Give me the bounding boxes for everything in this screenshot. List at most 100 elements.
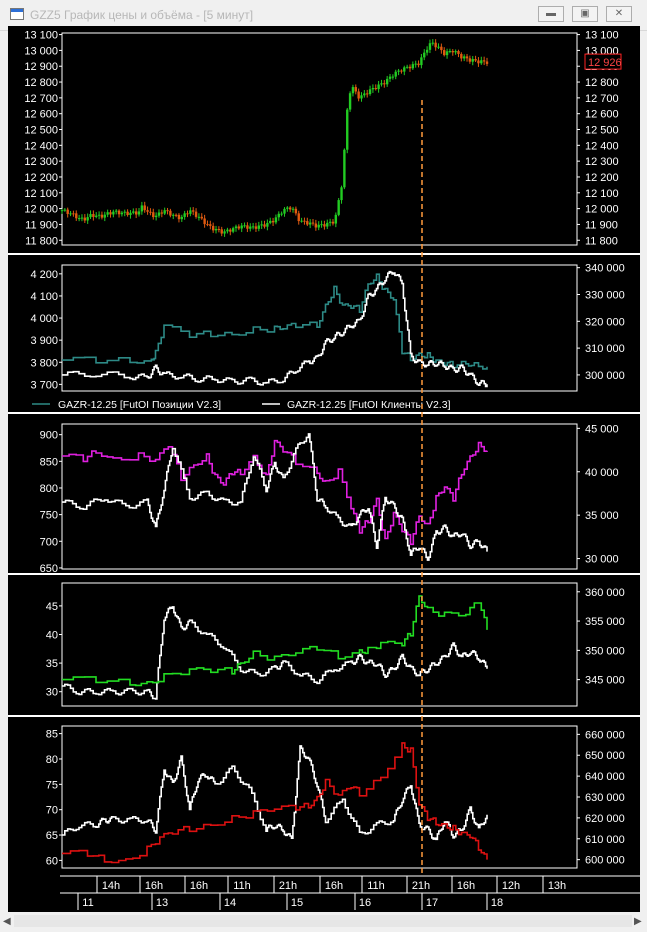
candle-body xyxy=(351,87,355,94)
candle-body xyxy=(194,211,198,217)
legend-label: GAZR-12.25 [FutOI Клиенты V2.3] xyxy=(287,399,451,411)
candle-body xyxy=(297,213,300,222)
pane-separator xyxy=(8,573,640,575)
candle-body xyxy=(371,87,375,90)
candle-body xyxy=(126,211,129,215)
candle-body xyxy=(254,226,258,229)
right-y-tick-label: 350 000 xyxy=(585,645,625,657)
right-y-tick-label: 45 000 xyxy=(585,423,619,435)
minimize-icon: ▬ xyxy=(546,8,556,19)
left-y-tick-label: 750 xyxy=(40,510,58,522)
candle-body xyxy=(203,218,206,225)
left-y-tick-label: 30 xyxy=(46,687,58,699)
candle-body xyxy=(143,205,146,211)
candle-body xyxy=(343,149,346,188)
hour-tick-label: 11h xyxy=(233,880,251,892)
candle-body xyxy=(117,210,121,215)
left-y-tick-label: 70 xyxy=(46,805,58,817)
candle-body xyxy=(240,225,243,229)
candle-body xyxy=(134,211,138,215)
scroll-right-icon[interactable]: ▶ xyxy=(634,916,642,927)
series-line xyxy=(62,745,488,841)
candle-body xyxy=(114,210,118,212)
y-tick-label: 12 000 xyxy=(24,204,58,216)
candle-body xyxy=(149,211,152,213)
plot-frame xyxy=(61,582,578,707)
hour-tick-label: 16h xyxy=(190,880,208,892)
candle-body xyxy=(445,51,449,56)
candle-body xyxy=(328,221,332,223)
candle-body xyxy=(83,217,87,221)
y-tick-label: 12 500 xyxy=(585,125,619,137)
candle-body xyxy=(146,210,149,212)
last-price-label: 12 926 xyxy=(588,57,622,69)
scroll-left-icon[interactable]: ◀ xyxy=(3,916,11,927)
pane-separator xyxy=(8,412,640,414)
series-line xyxy=(62,273,488,370)
candle-body xyxy=(471,59,474,62)
candle-body xyxy=(348,93,352,110)
candle-body xyxy=(403,67,406,72)
y-tick-label: 11 900 xyxy=(585,219,618,231)
candle-body xyxy=(346,109,349,150)
left-y-tick-label: 900 xyxy=(40,430,58,442)
candle-body xyxy=(482,60,486,62)
right-y-tick-label: 630 000 xyxy=(585,792,625,804)
candle-body xyxy=(357,91,360,99)
day-tick-label: 17 xyxy=(426,897,438,909)
candle-body xyxy=(66,209,69,214)
candle-body xyxy=(468,58,472,62)
left-y-tick-label: 800 xyxy=(40,483,58,495)
candle-body xyxy=(211,225,215,231)
candle-body xyxy=(448,51,452,53)
candle-body xyxy=(274,217,278,223)
candle-body xyxy=(72,213,75,215)
candle-body xyxy=(400,70,403,72)
candle-body xyxy=(311,222,315,224)
left-y-tick-label: 700 xyxy=(40,536,58,548)
close-button[interactable]: ✕ xyxy=(606,6,632,22)
y-tick-label: 13 100 xyxy=(24,30,58,42)
candle-body xyxy=(462,56,466,59)
candle-body xyxy=(417,63,420,66)
candle-body xyxy=(106,212,109,215)
restore-icon: ▣ xyxy=(580,8,590,19)
candle-body xyxy=(366,93,369,95)
day-tick-label: 14 xyxy=(224,897,236,909)
candle-body xyxy=(326,222,329,227)
candle-body xyxy=(286,207,289,209)
candle-body xyxy=(220,229,223,234)
candle-body xyxy=(69,213,72,215)
chart-background xyxy=(8,26,640,912)
hour-tick-label: 16h xyxy=(325,880,343,892)
candle-body xyxy=(206,224,209,226)
y-tick-label: 12 300 xyxy=(585,156,619,168)
candle-body xyxy=(380,83,383,85)
horizontal-scrollbar[interactable]: ◀ ▶ xyxy=(0,912,647,932)
candle-body xyxy=(92,214,95,217)
scrollbar-track[interactable] xyxy=(14,915,632,927)
candle-body xyxy=(100,214,104,218)
candle-body xyxy=(243,225,246,227)
candle-body xyxy=(277,213,280,218)
minimize-button[interactable]: ▬ xyxy=(538,6,564,22)
candle-body xyxy=(140,205,144,212)
candle-body xyxy=(280,213,283,215)
y-tick-label: 12 800 xyxy=(24,77,58,89)
candle-body xyxy=(308,222,312,225)
candle-body xyxy=(63,209,67,211)
candle-body xyxy=(97,214,101,216)
candle-body xyxy=(340,187,343,201)
candle-body xyxy=(477,60,480,64)
right-y-tick-label: 345 000 xyxy=(585,675,625,687)
restore-button[interactable]: ▣ xyxy=(572,6,598,22)
candle-body xyxy=(363,93,366,96)
close-icon: ✕ xyxy=(614,8,624,19)
candle-body xyxy=(377,84,380,90)
candle-body xyxy=(103,214,106,218)
hour-tick-label: 16h xyxy=(457,880,475,892)
candle-body xyxy=(75,213,78,219)
y-tick-label: 12 200 xyxy=(24,172,58,184)
hour-tick-label: 21h xyxy=(279,880,297,892)
